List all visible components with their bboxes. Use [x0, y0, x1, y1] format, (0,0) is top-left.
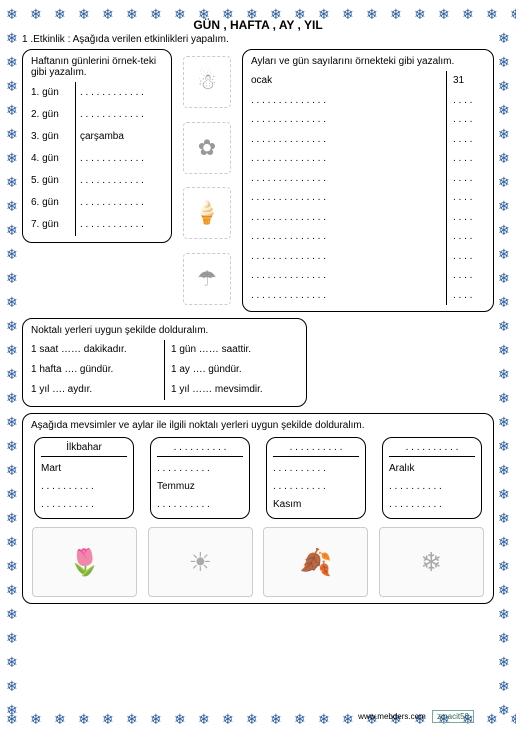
fill-header: Noktalı yerleri uygun şekilde dolduralım… — [31, 325, 298, 336]
month-days: . . . . — [453, 110, 485, 130]
clipart-icon: 🍦 — [183, 187, 231, 239]
fill-item: 1 ay …. gündür. — [171, 360, 298, 380]
day-value: . . . . . . . . . . . . — [80, 214, 163, 236]
months-table: ocak. . . . . . . . . . . . . .. . . . .… — [251, 71, 485, 305]
page-title: GÜN , HAFTA , AY , YIL — [22, 18, 494, 32]
month-days: . . . . — [453, 91, 485, 111]
month-days: . . . . — [453, 286, 485, 306]
month-days: . . . . — [453, 227, 485, 247]
season-title: . . . . . . . . . . — [273, 442, 359, 457]
fill-right-col: 1 gün …… saattir.1 ay …. gündür.1 yıl ……… — [165, 340, 298, 400]
day-value: . . . . . . . . . . . . — [80, 104, 163, 126]
season-item: . . . . . . . . . . — [389, 478, 475, 496]
month-name: . . . . . . . . . . . . . . — [251, 149, 442, 169]
day-value: çarşamba — [80, 126, 163, 148]
month-days: . . . . — [453, 266, 485, 286]
seasons-header: Aşağıda mevsimler ve aylar ile ilgili no… — [31, 420, 485, 431]
main-row: Haftanın günlerini örnek-teki gibi yazal… — [22, 49, 494, 312]
day-number: 1. gün — [31, 82, 75, 104]
days-table: 1. gün2. gün3. gün4. gün5. gün6. gün7. g… — [31, 82, 163, 236]
fill-item: 1 yıl …… mevsimdir. — [171, 380, 298, 400]
days-header: Haftanın günlerini örnek-teki gibi yazal… — [31, 56, 163, 78]
fill-left-col: 1 saat …… dakikadır.1 hafta …. gündür.1 … — [31, 340, 165, 400]
month-days: . . . . — [453, 188, 485, 208]
fill-item: 1 hafta …. gündür. — [31, 360, 158, 380]
day-number: 2. gün — [31, 104, 75, 126]
month-name: ocak — [251, 71, 442, 91]
fill-item: 1 saat …… dakikadır. — [31, 340, 158, 360]
fill-item: 1 yıl …. aydır. — [31, 380, 158, 400]
month-name: . . . . . . . . . . . . . . — [251, 247, 442, 267]
clipart-icon: ☃ — [183, 56, 231, 108]
season-item: . . . . . . . . . . — [41, 496, 127, 514]
season-card: . . . . . . . . . .Aralık. . . . . . . .… — [382, 437, 482, 519]
day-number: 4. gün — [31, 148, 75, 170]
season-image: 🍂 — [263, 527, 368, 597]
season-item: . . . . . . . . . . — [157, 496, 243, 514]
fill-item: 1 gün …… saattir. — [171, 340, 298, 360]
month-days: . . . . — [453, 130, 485, 150]
season-image: 🌷 — [32, 527, 137, 597]
months-name-col: ocak. . . . . . . . . . . . . .. . . . .… — [251, 71, 447, 305]
month-name: . . . . . . . . . . . . . . — [251, 286, 442, 306]
clipart-icon: ☂ — [183, 253, 231, 305]
day-number: 6. gün — [31, 192, 75, 214]
season-images-row: 🌷☀🍂❄ — [31, 527, 485, 597]
clipart-column: ☃ ✿ 🍦 ☂ — [178, 49, 236, 312]
month-days: . . . . — [453, 149, 485, 169]
month-days: 31 — [453, 71, 485, 91]
day-number: 3. gün — [31, 126, 75, 148]
days-value-col: . . . . . . . . . . . .. . . . . . . . .… — [76, 82, 163, 236]
season-title: . . . . . . . . . . — [157, 442, 243, 457]
month-name: . . . . . . . . . . . . . . — [251, 130, 442, 150]
month-name: . . . . . . . . . . . . . . — [251, 91, 442, 111]
season-card: . . . . . . . . . .. . . . . . . . . .Te… — [150, 437, 250, 519]
season-item: . . . . . . . . . . — [273, 460, 359, 478]
days-box: Haftanın günlerini örnek-teki gibi yazal… — [22, 49, 172, 243]
month-days: . . . . — [453, 208, 485, 228]
days-number-col: 1. gün2. gün3. gün4. gün5. gün6. gün7. g… — [31, 82, 76, 236]
activity-label: 1 .Etkinlik : Aşağıda verilen etkinlikle… — [22, 34, 494, 45]
month-name: . . . . . . . . . . . . . . — [251, 169, 442, 189]
months-box: Ayları ve gün sayılarını örnekteki gibi … — [242, 49, 494, 312]
month-name: . . . . . . . . . . . . . . — [251, 188, 442, 208]
season-item: . . . . . . . . . . — [389, 496, 475, 514]
season-item: Temmuz — [157, 478, 243, 496]
season-card: İlkbaharMart. . . . . . . . . .. . . . .… — [34, 437, 134, 519]
day-value: . . . . . . . . . . . . — [80, 192, 163, 214]
day-number: 7. gün — [31, 214, 75, 236]
months-header: Ayları ve gün sayılarını örnekteki gibi … — [251, 56, 485, 67]
fill-box: Noktalı yerleri uygun şekilde dolduralım… — [22, 318, 307, 407]
seasons-row: İlkbaharMart. . . . . . . . . .. . . . .… — [31, 437, 485, 519]
season-item: Mart — [41, 460, 127, 478]
season-card: . . . . . . . . . .. . . . . . . . . .. … — [266, 437, 366, 519]
season-item: Aralık — [389, 460, 475, 478]
month-name: . . . . . . . . . . . . . . — [251, 110, 442, 130]
month-days: . . . . — [453, 247, 485, 267]
day-value: . . . . . . . . . . . . — [80, 82, 163, 104]
day-value: . . . . . . . . . . . . — [80, 148, 163, 170]
month-name: . . . . . . . . . . . . . . — [251, 266, 442, 286]
month-days: . . . . — [453, 169, 485, 189]
season-title: . . . . . . . . . . — [389, 442, 475, 457]
season-item: Kasım — [273, 496, 359, 514]
season-image: ☀ — [148, 527, 253, 597]
footer-site: www.mebders.com — [358, 712, 426, 721]
fill-grid: 1 saat …… dakikadır.1 hafta …. gündür.1 … — [31, 340, 298, 400]
season-item: . . . . . . . . . . — [41, 478, 127, 496]
month-name: . . . . . . . . . . . . . . — [251, 227, 442, 247]
day-value: . . . . . . . . . . . . — [80, 170, 163, 192]
seasons-box: Aşağıda mevsimler ve aylar ile ilgili no… — [22, 413, 494, 604]
season-image: ❄ — [379, 527, 484, 597]
day-number: 5. gün — [31, 170, 75, 192]
season-title: İlkbahar — [41, 442, 127, 457]
left-column: Haftanın günlerini örnek-teki gibi yazal… — [22, 49, 172, 312]
footer-tag: zmacit58 — [432, 710, 474, 723]
season-item: . . . . . . . . . . — [273, 478, 359, 496]
clipart-icon: ✿ — [183, 122, 231, 174]
footer: www.mebders.com zmacit58 — [358, 712, 474, 721]
month-name: . . . . . . . . . . . . . . — [251, 208, 442, 228]
months-days-col: 31. . . .. . . .. . . .. . . .. . . .. .… — [447, 71, 485, 305]
season-item: . . . . . . . . . . — [157, 460, 243, 478]
